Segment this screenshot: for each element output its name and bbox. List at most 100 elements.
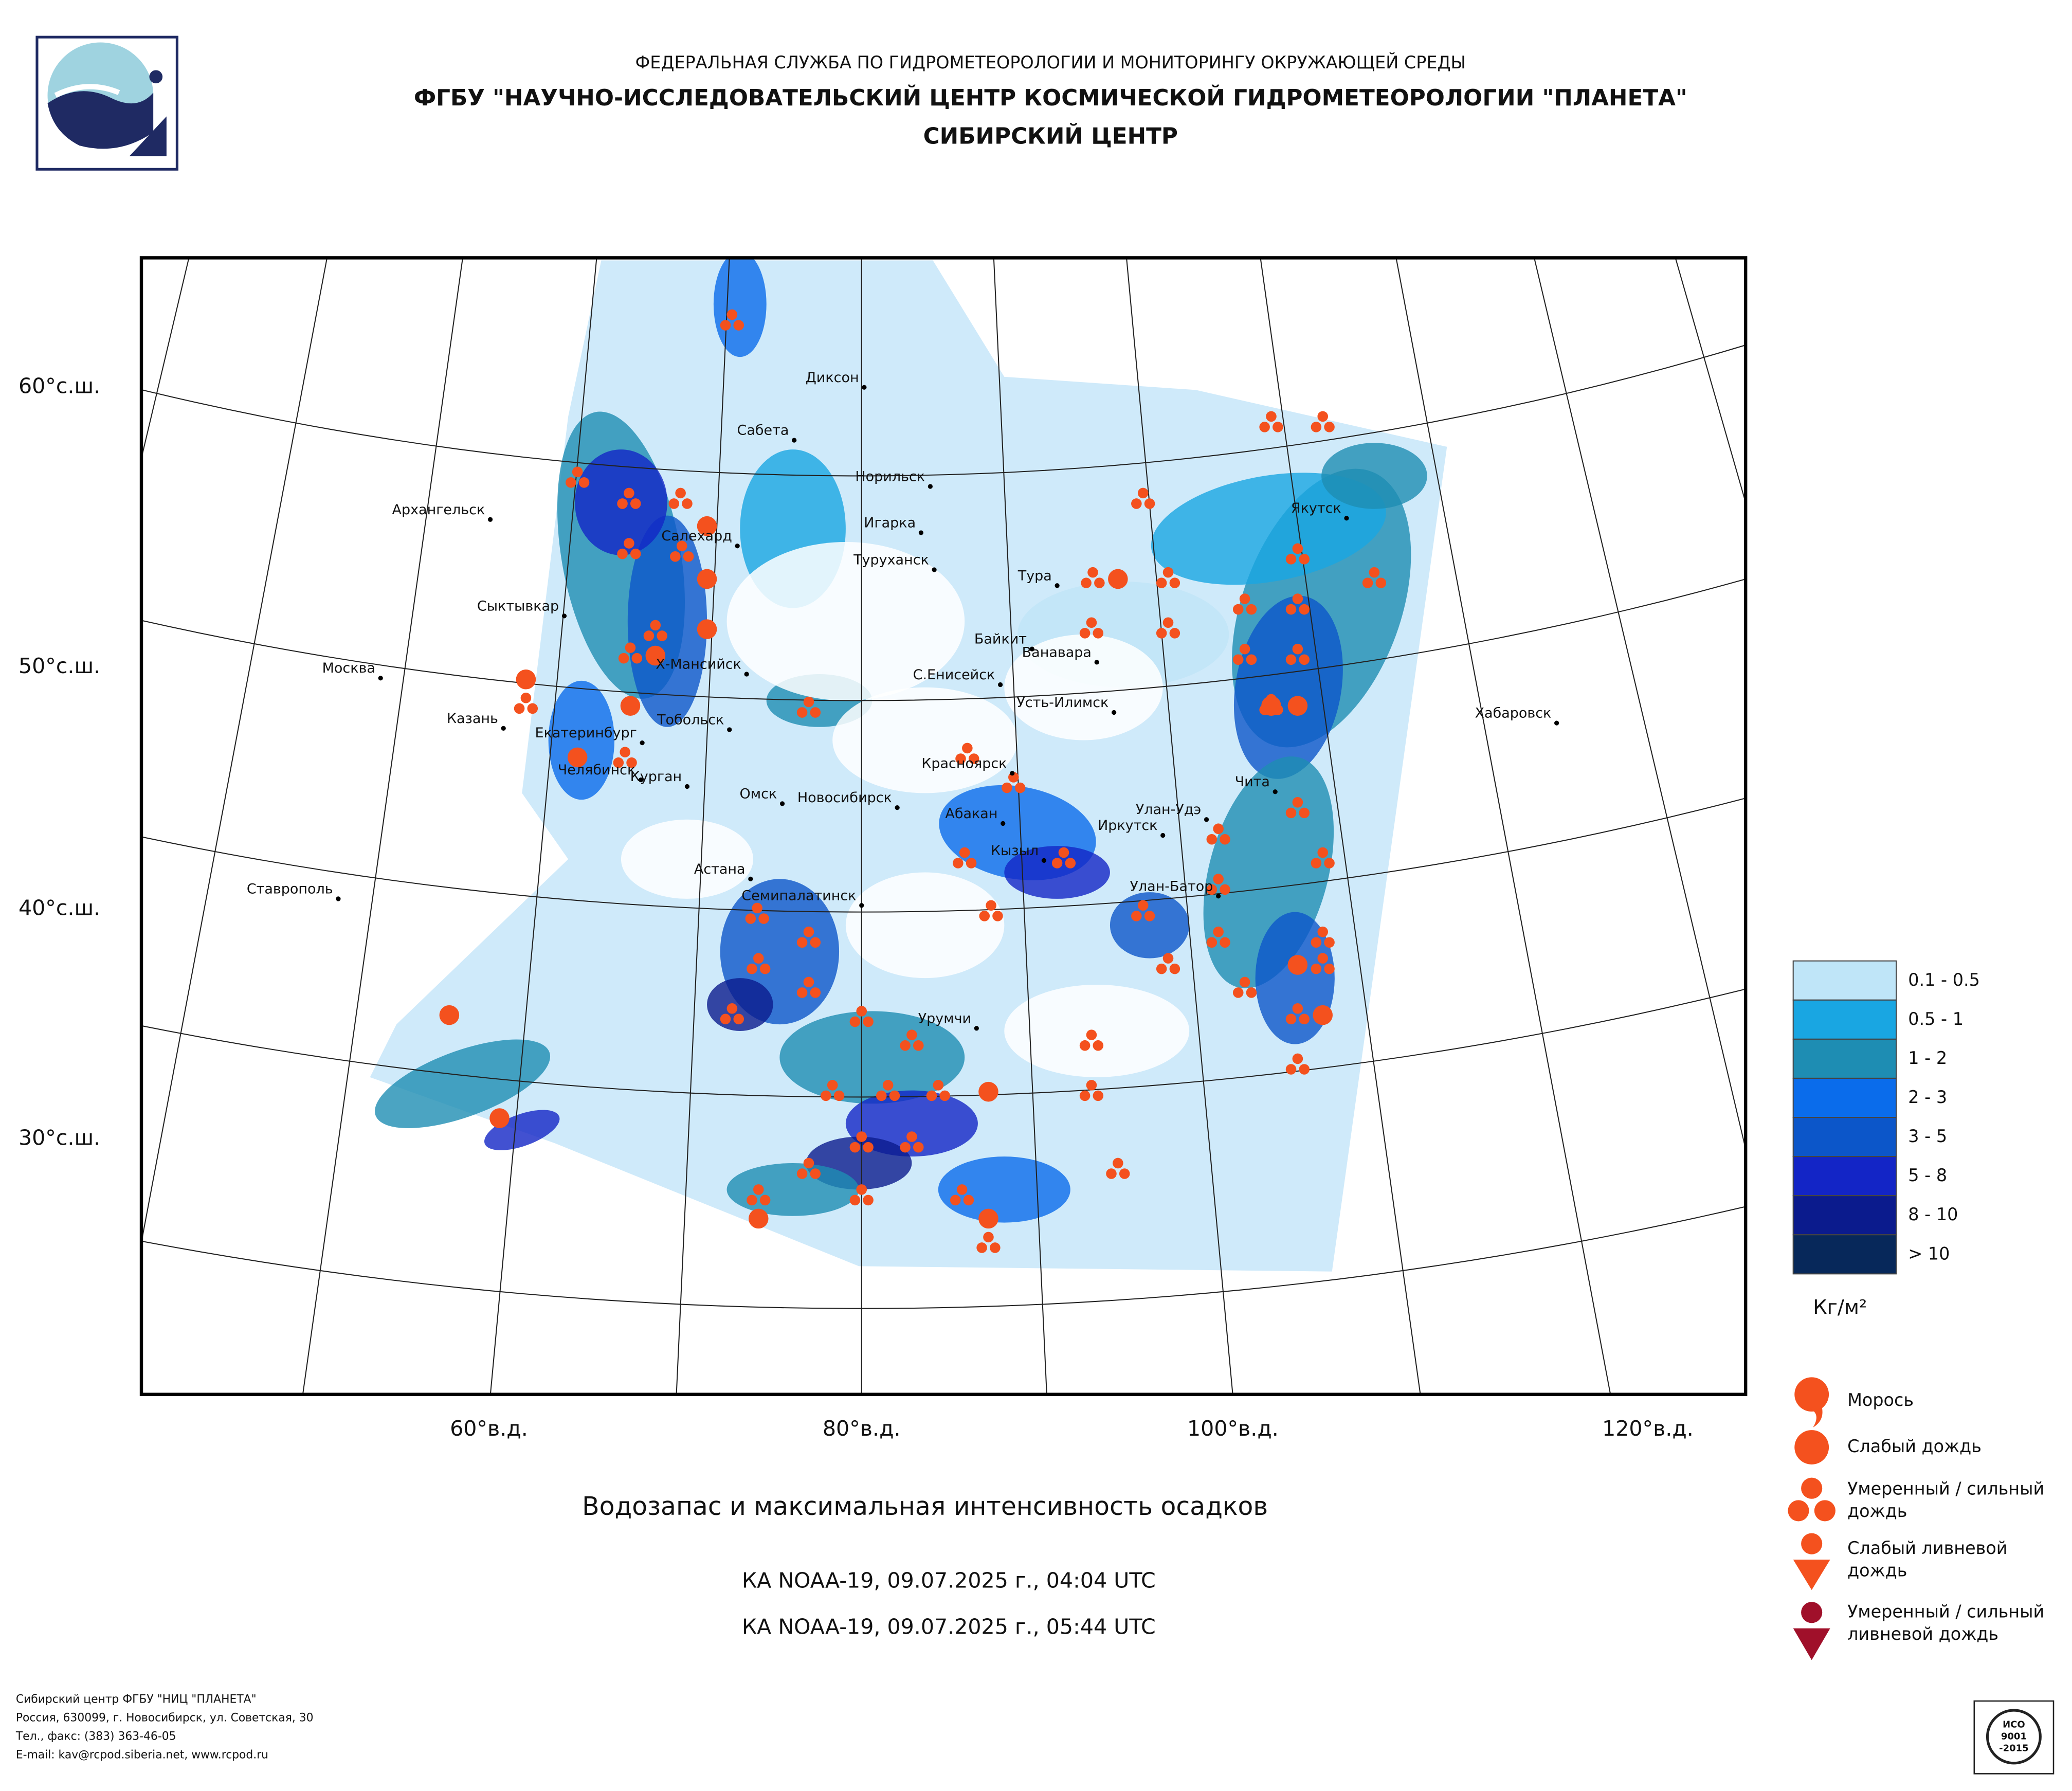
cloud-blob [713, 258, 767, 357]
rain-dot [720, 320, 731, 331]
rain-dot [1259, 422, 1270, 432]
rain-dot [889, 1090, 900, 1101]
rain-dot [796, 937, 808, 948]
rain-dot [1144, 498, 1155, 509]
rain-dot [1317, 411, 1329, 422]
rain-dot [1246, 654, 1257, 665]
meridian [1395, 258, 1611, 1395]
rain-dot [906, 1029, 917, 1040]
city-label: Семипалатинск [741, 888, 856, 903]
rain-dot [1162, 617, 1174, 628]
rain-dot [1311, 937, 1322, 948]
city-label: Астана [694, 861, 746, 877]
rain-dot [1051, 858, 1063, 869]
rain-dot [747, 1195, 757, 1206]
rain-dot [1220, 937, 1230, 948]
rain-dot [1093, 1090, 1104, 1101]
rain-dot [963, 1195, 974, 1206]
rain-dot [1002, 782, 1012, 793]
legend-swatch [1792, 1077, 1897, 1118]
city-dot [779, 801, 785, 806]
clear-area [1004, 634, 1163, 740]
logo [35, 35, 178, 171]
city-dot [744, 672, 749, 677]
city-label: Абакан [945, 806, 997, 822]
light-rain [697, 516, 717, 536]
rain-dot [950, 1195, 961, 1206]
rain-dot [849, 1195, 861, 1206]
rain-dot [906, 1131, 917, 1142]
rain-dot [1156, 628, 1167, 639]
rain-dot [578, 477, 590, 488]
meridian [302, 258, 463, 1395]
rain-dot [1299, 554, 1310, 565]
rain-dot [1079, 1040, 1090, 1051]
rain-dot [810, 987, 821, 998]
rain-dot [1299, 807, 1310, 819]
rain-dot [1079, 628, 1090, 639]
rain-symbol [1794, 1430, 1829, 1464]
city-label: Москва [322, 660, 375, 676]
rain-dot [1285, 604, 1297, 615]
rain-dot [1285, 1014, 1297, 1025]
center-name: ФГБУ "НАУЧНО-ИССЛЕДОВАТЕЛЬСКИЙ ЦЕНТР КОС… [414, 84, 1687, 111]
rain-dot [618, 653, 629, 664]
rain-dot [759, 963, 771, 974]
rain-dot [983, 1232, 994, 1243]
rain-dot [1266, 411, 1277, 422]
rain-dot [1206, 937, 1217, 948]
legend-swatch [1792, 1234, 1897, 1275]
rain-dot [745, 913, 756, 924]
rain-dot [882, 1080, 894, 1091]
rain-dot [1131, 911, 1142, 921]
rain-dot [939, 1090, 950, 1101]
rain-dot [752, 902, 762, 914]
rain-dot [876, 1090, 887, 1101]
rain-dot [1239, 976, 1250, 988]
rain-dot [913, 1142, 924, 1153]
cloud-blob [726, 1163, 859, 1216]
city-dot [684, 784, 690, 789]
rain-dot [1324, 858, 1335, 869]
graticule [141, 258, 1746, 1395]
rain-dot [683, 551, 694, 562]
cloud-blob [1110, 892, 1190, 958]
heavy-shower-symbol [1801, 1602, 1823, 1623]
rain-dot [856, 1184, 867, 1195]
city-dot [974, 1026, 979, 1031]
city-dot [1112, 710, 1117, 715]
rain-dot [803, 926, 814, 937]
light-rain [489, 1108, 510, 1128]
city-dot [932, 567, 937, 572]
city-label: Тура [1017, 568, 1052, 584]
meridian [1533, 258, 1746, 1151]
rain-dot [1220, 884, 1230, 895]
legend-label: 3 - 5 [1908, 1126, 1947, 1146]
city-label: Сабета [737, 423, 789, 439]
rain-dot [726, 309, 738, 320]
city-dot [1029, 646, 1034, 652]
light-rain [645, 645, 666, 666]
rain-dot [520, 692, 532, 703]
meridian [993, 258, 1047, 1395]
city-label: Новосибирск [797, 790, 892, 806]
rain-dot [758, 913, 769, 924]
city-label: Хабаровск [1475, 705, 1552, 721]
legend-swatch [1792, 1195, 1897, 1236]
rain-dot [1093, 628, 1104, 639]
meridian [489, 258, 597, 1395]
light-rain [567, 747, 588, 768]
cloud-blob [627, 515, 707, 727]
meridian [676, 258, 730, 1395]
footer: Сибирский центр ФГБУ "НИЦ "ПЛАНЕТА" Росси… [15, 1693, 314, 1761]
rain-dot [1246, 987, 1257, 998]
rain-dot [1014, 782, 1026, 793]
city-dot [1273, 789, 1278, 794]
city-dot [859, 903, 864, 908]
rain-dot [959, 847, 970, 858]
rain-dot [810, 1168, 821, 1179]
lat-label: 30°с.ш. [19, 1126, 100, 1150]
lat-label: 60°с.ш. [19, 373, 100, 398]
city-dot [792, 438, 797, 443]
city-dot [1216, 894, 1221, 899]
